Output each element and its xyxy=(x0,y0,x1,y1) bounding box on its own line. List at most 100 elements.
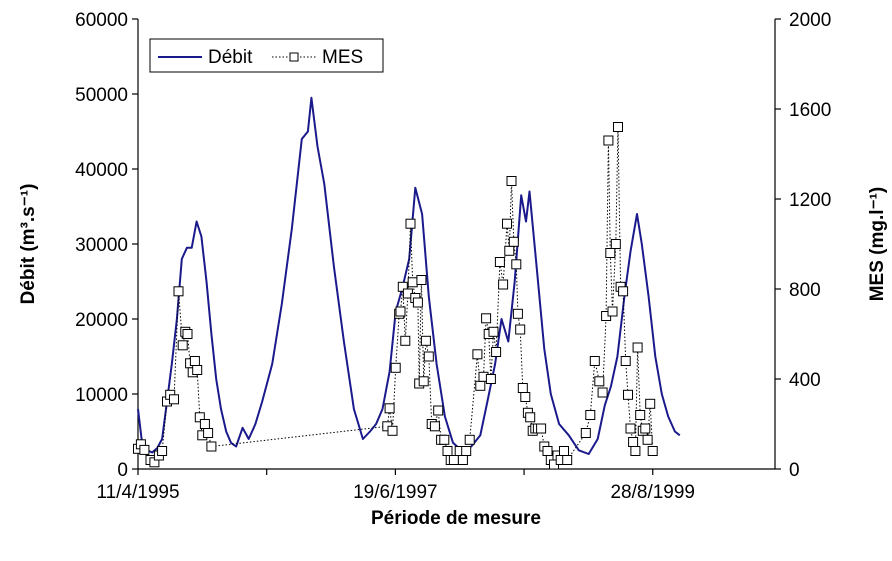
x-tick-label: 19/6/1997 xyxy=(353,482,438,503)
mes-point xyxy=(189,356,200,366)
mes-point xyxy=(562,455,573,465)
mes-point xyxy=(203,428,214,438)
right-tick-label: 800 xyxy=(789,280,821,301)
x-tick-label: 11/4/1995 xyxy=(96,482,179,503)
mes-point xyxy=(192,365,203,375)
right-tick-label: 2000 xyxy=(789,10,831,31)
mes-point xyxy=(206,441,217,452)
mes-point xyxy=(491,347,502,357)
mes-point xyxy=(504,245,515,256)
right-tick-label: 400 xyxy=(789,370,821,391)
mes-point xyxy=(508,236,519,247)
left-y-axis-title: Débit (m³.s⁻¹) xyxy=(18,184,39,305)
mes-point xyxy=(628,437,639,447)
mes-point xyxy=(542,446,553,456)
mes-point xyxy=(461,446,472,456)
mes-point xyxy=(429,421,440,432)
mes-point xyxy=(613,122,623,132)
mes-point xyxy=(585,410,596,420)
mes-point xyxy=(536,423,547,434)
mes-point xyxy=(525,412,536,423)
mes-point xyxy=(464,434,475,445)
series-layer xyxy=(133,96,681,470)
mes-point xyxy=(397,281,408,292)
mes-point xyxy=(433,405,444,416)
mes-point xyxy=(607,306,618,317)
left-tick-label: 60000 xyxy=(75,10,128,31)
mes-point xyxy=(384,403,395,414)
mes-point xyxy=(407,277,418,288)
right-tick-label: 0 xyxy=(789,460,800,481)
mes-point xyxy=(420,335,431,346)
mes-point xyxy=(589,356,600,366)
mes-point xyxy=(517,383,528,393)
mes-point xyxy=(594,376,605,387)
right-tick-label: 1200 xyxy=(789,190,831,211)
mes-point xyxy=(515,324,526,335)
left-tick-label: 20000 xyxy=(75,310,128,331)
mes-point xyxy=(506,176,517,186)
legend: Débit MES xyxy=(149,38,384,73)
legend-mes-marker xyxy=(289,52,299,62)
mes-point xyxy=(610,239,621,249)
mes-point xyxy=(439,434,450,445)
mes-point xyxy=(139,444,150,455)
left-y-ticks: 0 10000 20000 30000 40000 50000 60000 xyxy=(75,10,138,481)
right-y-axis-title: MES (mg.l⁻¹) xyxy=(867,187,888,302)
mes-point xyxy=(630,446,641,456)
mes-point xyxy=(642,434,653,445)
left-tick-label: 10000 xyxy=(75,385,128,406)
plot-frame xyxy=(137,19,776,470)
mes-point xyxy=(502,218,512,229)
legend-box xyxy=(149,38,384,73)
legend-debit-label: Débit xyxy=(208,47,253,68)
mes-point xyxy=(498,279,509,290)
mes-point xyxy=(400,335,411,346)
x-ticks: 11/4/1995 19/6/1997 28/8/1999 xyxy=(96,469,695,503)
mes-point xyxy=(618,286,629,297)
legend-mes-label: MES xyxy=(322,47,363,68)
mes-point xyxy=(395,306,406,317)
mes-point xyxy=(448,455,459,465)
mes-point xyxy=(177,340,188,351)
mes-point xyxy=(194,412,205,423)
mes-point xyxy=(632,342,643,353)
left-tick-label: 40000 xyxy=(75,160,128,181)
mes-point xyxy=(494,257,505,267)
right-y-ticks: 0 400 800 1200 1600 2000 xyxy=(775,10,831,481)
mes-point xyxy=(481,313,492,324)
mes-point xyxy=(580,428,591,438)
left-tick-label: 0 xyxy=(117,460,128,481)
mes-point xyxy=(647,446,658,456)
mes-point xyxy=(472,349,483,360)
mes-point xyxy=(512,308,523,319)
mes-point xyxy=(559,446,569,456)
mes-point xyxy=(645,398,656,409)
mes-point xyxy=(457,455,468,465)
x-tick-label: 28/8/1999 xyxy=(610,482,695,503)
mes-point xyxy=(387,425,398,436)
mes-point xyxy=(597,387,608,398)
series-debit-line xyxy=(137,96,681,455)
left-tick-label: 30000 xyxy=(75,235,128,256)
mes-point xyxy=(442,446,453,456)
mes-point xyxy=(635,410,646,420)
mes-point xyxy=(390,362,401,373)
mes-point xyxy=(173,286,184,297)
left-tick-label: 50000 xyxy=(75,85,128,106)
mes-point xyxy=(488,326,499,337)
mes-point xyxy=(640,423,651,434)
mes-point xyxy=(157,446,168,456)
mes-point xyxy=(423,351,434,362)
mes-point xyxy=(623,389,633,400)
series-mes-line xyxy=(137,126,654,466)
mes-point xyxy=(620,356,631,366)
mes-point xyxy=(603,135,614,146)
mes-point xyxy=(418,376,429,387)
mes-point xyxy=(199,419,210,429)
mes-point xyxy=(625,423,636,434)
mes-point xyxy=(412,297,423,308)
right-tick-label: 1600 xyxy=(789,100,831,121)
mes-point xyxy=(169,394,179,405)
